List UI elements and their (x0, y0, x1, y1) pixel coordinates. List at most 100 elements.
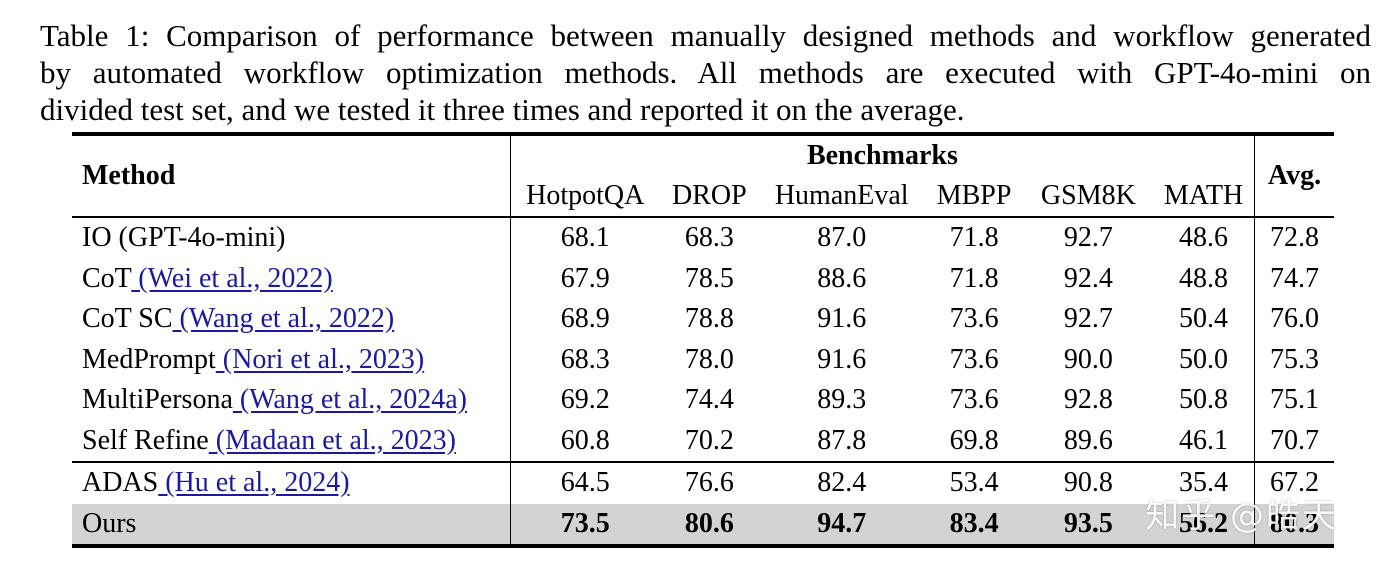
method-name: Self Refine (82, 424, 209, 456)
method-name: IO (GPT-4o-mini) (82, 222, 286, 253)
value-cell: 64.5 (560, 467, 610, 498)
value-cell: 50.4 (1179, 303, 1228, 334)
header-math: MATH (1163, 180, 1244, 211)
value-cell: 80.6 (659, 503, 760, 546)
value-cell: 92.7 (1063, 222, 1113, 253)
avg-cell: 67.2 (1254, 462, 1334, 504)
avg-cell: 75.1 (1254, 380, 1334, 421)
citation-link[interactable]: (Madaan et al., 2023) (208, 424, 456, 456)
table-row: ADAS (Hu et al., 2024) 64.5 76.6 82.4 53… (72, 462, 1334, 504)
value-cell: 78.5 (684, 262, 734, 294)
value-cell: 73.6 (949, 303, 999, 334)
value-cell: 78.0 (684, 343, 734, 375)
value-cell: 73.6 (949, 343, 999, 375)
value-cell: 87.0 (817, 222, 867, 253)
method-cell: MultiPersona (Wang et al., 2024a) (72, 380, 511, 421)
value-cell: 70.2 (684, 424, 734, 456)
value-cell: 87.8 (817, 424, 867, 456)
value-cell: 94.7 (759, 503, 925, 546)
avg-cell: 70.7 (1254, 420, 1334, 462)
value-cell: 90.0 (1063, 343, 1113, 375)
method-cell: MedPrompt (Nori et al., 2023) (72, 339, 511, 380)
value-cell: 83.4 (924, 503, 1024, 546)
value-cell: 92.8 (1063, 384, 1113, 415)
header-drop: DROP (671, 180, 747, 211)
value-cell: 48.8 (1179, 262, 1228, 294)
avg-cell: 76.0 (1254, 299, 1334, 340)
value-cell: 69.8 (949, 424, 999, 456)
table-row: CoT SC (Wang et al., 2022) 68.9 78.8 91.… (72, 299, 1334, 340)
table-row: IO (GPT-4o-mini) 68.1 68.3 87.0 71.8 92.… (72, 217, 1334, 259)
avg-cell: 72.8 (1254, 217, 1334, 259)
header-gsm8k: GSM8K (1040, 180, 1136, 211)
value-cell: 91.6 (817, 303, 867, 334)
table-row: MultiPersona (Wang et al., 2024a) 69.2 7… (72, 380, 1334, 421)
table-row: Self Refine (Madaan et al., 2023) 60.8 7… (72, 420, 1334, 462)
header-hotpotqa: HotpotQA (526, 180, 645, 211)
method-cell: CoT SC (Wang et al., 2022) (72, 299, 511, 340)
value-cell: 93.5 (1023, 503, 1153, 546)
value-cell: 56.2 (1153, 503, 1255, 546)
value-cell: 76.6 (684, 467, 734, 498)
header-method: Method (72, 134, 511, 217)
caption-line-2: by automated workflow optimization metho… (40, 55, 1371, 90)
value-cell: 50.0 (1179, 343, 1228, 375)
table-row: CoT (Wei et al., 2022) 67.9 78.5 88.6 71… (72, 258, 1334, 299)
value-cell: 53.4 (949, 467, 999, 498)
value-cell: 68.3 (684, 222, 734, 253)
value-cell: 50.8 (1179, 384, 1228, 415)
citation-link[interactable]: (Wang et al., 2022) (172, 303, 395, 334)
method-cell: Ours (72, 503, 511, 546)
citation-link[interactable]: (Nori et al., 2023) (215, 343, 425, 375)
header-avg: Avg. (1254, 134, 1334, 217)
header-mbpp: MBPP (936, 180, 1012, 211)
value-cell: 48.6 (1179, 222, 1228, 253)
header-benchmarks: Benchmarks (806, 140, 958, 171)
value-cell: 78.8 (684, 303, 734, 334)
avg-cell: 80.3 (1254, 503, 1334, 546)
method-name: CoT SC (82, 303, 173, 334)
method-cell: CoT (Wei et al., 2022) (72, 258, 511, 299)
value-cell: 74.4 (684, 384, 734, 415)
citation-link[interactable]: (Hu et al., 2024) (158, 467, 350, 498)
value-cell: 91.6 (817, 343, 867, 375)
table-caption: Table 1: Comparison of performance betwe… (40, 17, 1371, 128)
method-name: CoT (82, 262, 132, 294)
citation-link[interactable]: (Wei et al., 2022) (131, 262, 333, 294)
watermark: 知乎 @皓天 (1145, 496, 1338, 536)
results-table-wrapper: Method Benchmarks Avg. HotpotQA DROP Hum… (72, 132, 1334, 548)
value-cell: 35.4 (1179, 467, 1228, 498)
value-cell: 73.6 (949, 384, 999, 415)
value-cell: 46.1 (1179, 424, 1228, 456)
value-cell: 92.4 (1063, 262, 1113, 294)
value-cell: 68.3 (560, 343, 610, 375)
table-row-ours: Ours 73.5 80.6 94.7 83.4 93.5 56.2 80.3 (72, 503, 1334, 546)
method-name: MedPrompt (82, 343, 216, 375)
method-cell: Self Refine (Madaan et al., 2023) (72, 420, 511, 462)
method-name: MultiPersona (82, 384, 233, 415)
value-cell: 67.9 (560, 262, 610, 294)
avg-cell: 74.7 (1254, 258, 1334, 299)
value-cell: 89.6 (1063, 424, 1113, 456)
value-cell: 90.8 (1063, 467, 1113, 498)
method-name: Ours (82, 507, 137, 539)
value-cell: 71.8 (949, 222, 999, 253)
value-cell: 89.3 (817, 384, 867, 415)
citation-link[interactable]: (Wang et al., 2024a) (232, 384, 467, 415)
caption-line-1: Table 1: Comparison of performance betwe… (40, 18, 1371, 53)
table-row: MedPrompt (Nori et al., 2023) 68.3 78.0 … (72, 339, 1334, 380)
results-table: Method Benchmarks Avg. HotpotQA DROP Hum… (72, 132, 1334, 548)
method-cell: ADAS (Hu et al., 2024) (72, 462, 511, 504)
caption-line-3: divided test set, and we tested it three… (40, 92, 965, 127)
method-name: ADAS (82, 467, 159, 498)
value-cell: 88.6 (817, 262, 867, 294)
value-cell: 60.8 (560, 424, 610, 456)
method-cell: IO (GPT-4o-mini) (72, 217, 511, 259)
value-cell: 68.1 (560, 222, 610, 253)
value-cell: 71.8 (949, 262, 999, 294)
value-cell: 73.5 (510, 503, 660, 546)
value-cell: 69.2 (560, 384, 610, 415)
value-cell: 82.4 (817, 467, 867, 498)
avg-cell: 75.3 (1254, 339, 1334, 380)
value-cell: 92.7 (1063, 303, 1113, 334)
